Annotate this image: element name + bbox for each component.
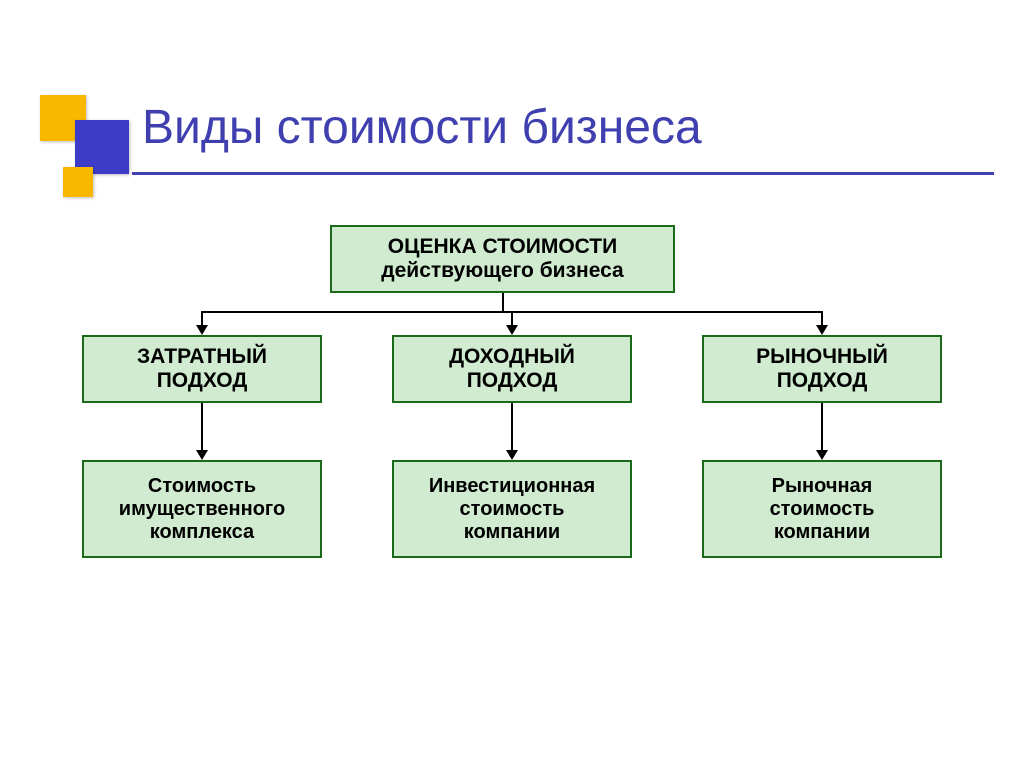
node-a3: РЫНОЧНЫЙПОДХОД <box>702 335 942 403</box>
node-root: ОЦЕНКА СТОИМОСТИдействующего бизнеса <box>330 225 675 293</box>
arrow-down-icon <box>816 450 828 460</box>
connector-segment <box>201 312 203 325</box>
connector-segment <box>502 311 824 313</box>
arrow-down-icon <box>506 325 518 335</box>
node-a2-text: ДОХОДНЫЙПОДХОД <box>449 345 575 393</box>
node-a1-text: ЗАТРАТНЫЙПОДХОД <box>137 345 267 393</box>
arrow-down-icon <box>196 325 208 335</box>
diagram-canvas: Виды стоимости бизнеса ОЦЕНКА СТОИМОСТИд… <box>0 0 1024 767</box>
node-a3-text: РЫНОЧНЫЙПОДХОД <box>756 345 888 393</box>
node-a1: ЗАТРАТНЫЙПОДХОД <box>82 335 322 403</box>
node-a2: ДОХОДНЫЙПОДХОД <box>392 335 632 403</box>
connector-segment <box>821 403 823 450</box>
logo-square-3 <box>63 167 93 197</box>
page-title: Виды стоимости бизнеса <box>142 100 702 155</box>
node-b2: Инвестиционнаястоимостькомпании <box>392 460 632 558</box>
connector-segment <box>201 403 203 450</box>
node-b1: Стоимостьимущественногокомплекса <box>82 460 322 558</box>
connector-segment <box>502 293 504 312</box>
arrow-down-icon <box>196 450 208 460</box>
arrow-down-icon <box>506 450 518 460</box>
connector-segment <box>821 312 823 325</box>
arrow-down-icon <box>816 325 828 335</box>
connector-segment <box>511 403 513 450</box>
node-b2-text: Инвестиционнаястоимостькомпании <box>429 475 595 544</box>
logo-square-2 <box>75 120 129 174</box>
node-b1-text: Стоимостьимущественногокомплекса <box>119 475 285 544</box>
connector-segment <box>201 311 504 313</box>
title-underline <box>132 172 994 175</box>
connector-segment <box>511 312 513 325</box>
node-b3-text: Рыночнаястоимостькомпании <box>770 475 875 544</box>
node-root-text: ОЦЕНКА СТОИМОСТИдействующего бизнеса <box>381 235 623 283</box>
node-b3: Рыночнаястоимостькомпании <box>702 460 942 558</box>
